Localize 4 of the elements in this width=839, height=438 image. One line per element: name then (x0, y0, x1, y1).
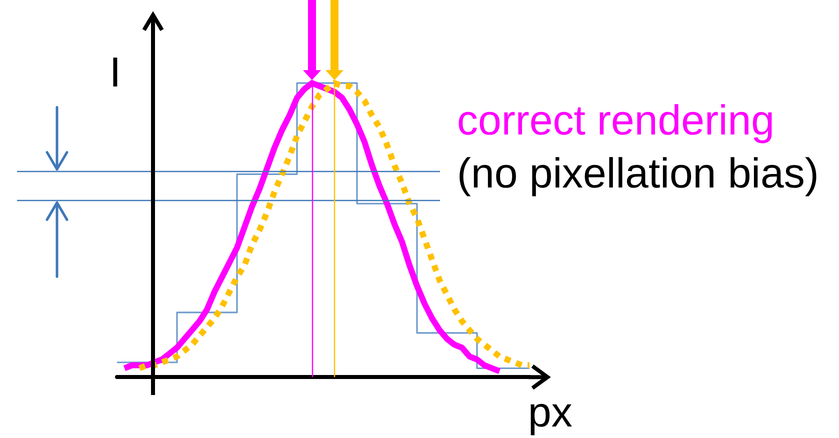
text: correct rendering (457, 96, 774, 144)
y-axis-title: I (109, 48, 121, 96)
x-axis-title: px (528, 388, 572, 436)
annotation: (no pixellation bias) (457, 150, 819, 196)
